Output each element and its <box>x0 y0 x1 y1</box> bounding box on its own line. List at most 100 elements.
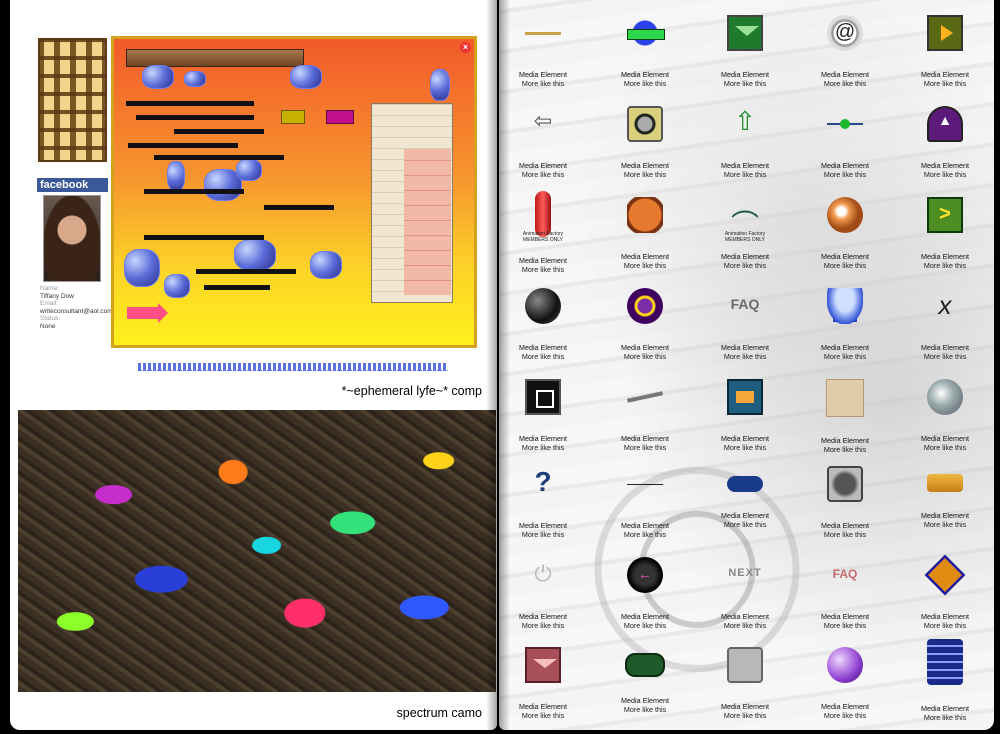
media-element-label[interactable]: Media Element <box>519 161 567 170</box>
more-like-this-link[interactable]: More like this <box>623 352 667 361</box>
media-element-label[interactable]: Media Element <box>721 161 769 170</box>
close-icon[interactable]: × <box>460 42 471 53</box>
more-like-this-link[interactable]: More like this <box>723 621 767 630</box>
orange-ball-icon[interactable] <box>827 197 863 233</box>
media-element-label[interactable]: Media Element <box>821 252 869 261</box>
line-icon[interactable] <box>525 15 561 51</box>
media-element-label[interactable]: Media Element <box>721 70 769 79</box>
spectrum-camo-preview[interactable] <box>18 410 496 692</box>
more-like-this-link[interactable]: More like this <box>823 445 867 454</box>
more-like-this-link[interactable]: More like this <box>923 261 967 270</box>
more-like-this-link[interactable]: More like this <box>623 705 667 714</box>
media-element-label[interactable]: Media Element <box>921 612 969 621</box>
media-element-label[interactable]: Media Element <box>721 252 769 261</box>
more-like-this-link[interactable]: More like this <box>823 621 867 630</box>
media-element-label[interactable]: Media Element <box>621 612 669 621</box>
next-text-icon[interactable] <box>727 557 763 593</box>
media-element-label[interactable]: Media Element <box>519 256 567 265</box>
media-element-label[interactable]: Media Element <box>821 521 869 530</box>
letter-x-icon[interactable] <box>927 288 963 324</box>
media-element-label[interactable]: Media Element <box>721 434 769 443</box>
more-like-this-link[interactable]: More like this <box>923 520 967 529</box>
faq-red-icon[interactable] <box>827 557 863 593</box>
media-element-label[interactable]: Media Element <box>621 70 669 79</box>
more-like-this-link[interactable]: More like this <box>623 443 667 452</box>
more-like-this-link[interactable]: More like this <box>923 443 967 452</box>
more-like-this-link[interactable]: More like this <box>723 261 767 270</box>
more-like-this-link[interactable]: More like this <box>723 711 767 720</box>
more-like-this-link[interactable]: More like this <box>521 711 565 720</box>
more-like-this-link[interactable]: More like this <box>521 265 565 274</box>
power-icon[interactable] <box>525 557 561 593</box>
more-like-this-link[interactable]: More like this <box>823 711 867 720</box>
more-like-this-link[interactable]: More like this <box>623 79 667 88</box>
blinkie-link[interactable] <box>138 363 448 371</box>
more-like-this-link[interactable]: More like this <box>521 530 565 539</box>
media-element-label[interactable]: Media Element <box>821 612 869 621</box>
more-like-this-link[interactable]: More like this <box>723 520 767 529</box>
more-like-this-link[interactable]: More like this <box>823 352 867 361</box>
more-like-this-link[interactable]: More like this <box>723 79 767 88</box>
hanger-icon[interactable] <box>727 197 763 243</box>
ghost-button-icon[interactable] <box>827 466 863 502</box>
media-element-label[interactable]: Media Element <box>721 511 769 520</box>
media-element-label[interactable]: Media Element <box>519 612 567 621</box>
more-like-this-link[interactable]: More like this <box>521 170 565 179</box>
gold-button-icon[interactable] <box>927 474 963 492</box>
media-element-label[interactable]: Media Element <box>921 161 969 170</box>
dome-up-icon[interactable] <box>927 106 963 142</box>
more-like-this-link[interactable]: More like this <box>923 352 967 361</box>
more-like-this-link[interactable]: More like this <box>623 261 667 270</box>
media-element-label[interactable]: Media Element <box>821 70 869 79</box>
play-icon[interactable] <box>927 15 963 51</box>
more-like-this-link[interactable]: More like this <box>521 621 565 630</box>
media-element-label[interactable]: Media Element <box>621 161 669 170</box>
media-element-label[interactable]: Media Element <box>821 343 869 352</box>
camo-pill-icon[interactable] <box>625 653 665 677</box>
media-element-label[interactable]: Media Element <box>621 521 669 530</box>
slider-dot-icon[interactable] <box>827 106 863 142</box>
media-element-label[interactable]: Media Element <box>921 434 969 443</box>
mail-icon[interactable] <box>727 379 763 415</box>
envelope-icon[interactable] <box>727 15 763 51</box>
more-like-this-link[interactable]: More like this <box>923 621 967 630</box>
lamp-icon[interactable] <box>827 288 863 324</box>
more-like-this-link[interactable]: More like this <box>823 79 867 88</box>
faq-icon[interactable] <box>727 288 763 324</box>
profile-photo[interactable] <box>43 195 101 282</box>
more-like-this-link[interactable]: More like this <box>823 261 867 270</box>
more-like-this-link[interactable]: More like this <box>823 170 867 179</box>
pen-icon[interactable] <box>623 375 667 419</box>
more-like-this-link[interactable]: More like this <box>923 79 967 88</box>
oval-arrow-icon[interactable] <box>627 557 663 593</box>
more-like-this-link[interactable]: More like this <box>923 170 967 179</box>
media-element-label[interactable]: Media Element <box>921 704 969 713</box>
media-element-label[interactable]: Media Element <box>921 252 969 261</box>
more-like-this-link[interactable]: More like this <box>823 530 867 539</box>
media-element-label[interactable]: Media Element <box>821 436 869 445</box>
media-element-label[interactable]: Media Element <box>519 343 567 352</box>
black-ball-icon[interactable] <box>525 288 561 324</box>
